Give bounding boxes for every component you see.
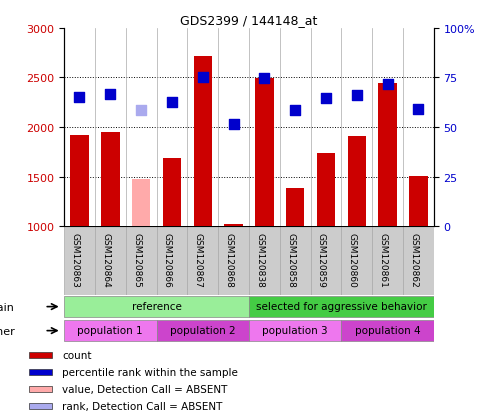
Point xyxy=(199,75,207,81)
Point xyxy=(106,92,114,98)
Point xyxy=(168,99,176,106)
Point xyxy=(415,106,423,113)
Bar xyxy=(29,353,52,358)
Bar xyxy=(64,227,95,295)
Text: GSM120867: GSM120867 xyxy=(194,232,203,287)
Point xyxy=(75,94,83,101)
Bar xyxy=(29,370,52,375)
Bar xyxy=(193,57,212,227)
Text: population 2: population 2 xyxy=(170,325,236,335)
Bar xyxy=(224,224,243,227)
Bar xyxy=(187,227,218,295)
Text: value, Detection Call = ABSENT: value, Detection Call = ABSENT xyxy=(62,384,227,394)
Bar xyxy=(249,296,434,318)
Text: GSM120868: GSM120868 xyxy=(224,232,234,287)
Text: GSM120860: GSM120860 xyxy=(348,232,357,287)
Bar xyxy=(126,227,157,295)
Bar xyxy=(163,158,181,227)
Point xyxy=(137,107,145,114)
Point xyxy=(260,76,268,82)
Bar xyxy=(64,320,157,342)
Bar xyxy=(409,176,427,227)
Text: rank, Detection Call = ABSENT: rank, Detection Call = ABSENT xyxy=(62,401,222,411)
Text: reference: reference xyxy=(132,301,181,311)
Bar xyxy=(286,188,305,227)
Text: population 3: population 3 xyxy=(262,325,328,335)
Text: GSM120866: GSM120866 xyxy=(163,232,172,287)
Text: population 1: population 1 xyxy=(77,325,143,335)
Bar xyxy=(29,386,52,392)
Bar xyxy=(64,296,249,318)
Bar xyxy=(341,227,372,295)
Text: other: other xyxy=(0,326,15,336)
Bar xyxy=(249,227,280,295)
Bar xyxy=(348,137,366,227)
Text: GSM120859: GSM120859 xyxy=(317,232,326,287)
Bar xyxy=(317,153,335,227)
Bar xyxy=(218,227,249,295)
Text: percentile rank within the sample: percentile rank within the sample xyxy=(62,367,238,377)
Bar xyxy=(311,227,341,295)
Bar xyxy=(101,133,120,227)
Bar xyxy=(341,320,434,342)
Title: GDS2399 / 144148_at: GDS2399 / 144148_at xyxy=(180,14,317,27)
Point xyxy=(230,121,238,128)
Text: strain: strain xyxy=(0,302,15,312)
Text: GSM120862: GSM120862 xyxy=(409,232,419,287)
Bar xyxy=(249,320,341,342)
Bar xyxy=(29,403,52,409)
Bar xyxy=(255,79,274,227)
Text: GSM120858: GSM120858 xyxy=(286,232,295,287)
Bar xyxy=(280,227,311,295)
Bar xyxy=(403,227,434,295)
Text: GSM120861: GSM120861 xyxy=(379,232,387,287)
Point xyxy=(322,95,330,102)
Bar xyxy=(95,227,126,295)
Bar xyxy=(132,179,150,227)
Point xyxy=(384,82,391,88)
Bar xyxy=(70,135,89,227)
Bar xyxy=(157,320,249,342)
Bar xyxy=(157,227,187,295)
Text: count: count xyxy=(62,351,92,361)
Text: selected for aggressive behavior: selected for aggressive behavior xyxy=(256,301,427,311)
Text: GSM120864: GSM120864 xyxy=(101,232,110,287)
Point xyxy=(291,107,299,114)
Text: GSM120863: GSM120863 xyxy=(70,232,79,287)
Bar xyxy=(372,227,403,295)
Bar xyxy=(378,84,397,227)
Point xyxy=(353,93,361,99)
Text: GSM120838: GSM120838 xyxy=(255,232,264,287)
Text: population 4: population 4 xyxy=(355,325,421,335)
Text: GSM120865: GSM120865 xyxy=(132,232,141,287)
